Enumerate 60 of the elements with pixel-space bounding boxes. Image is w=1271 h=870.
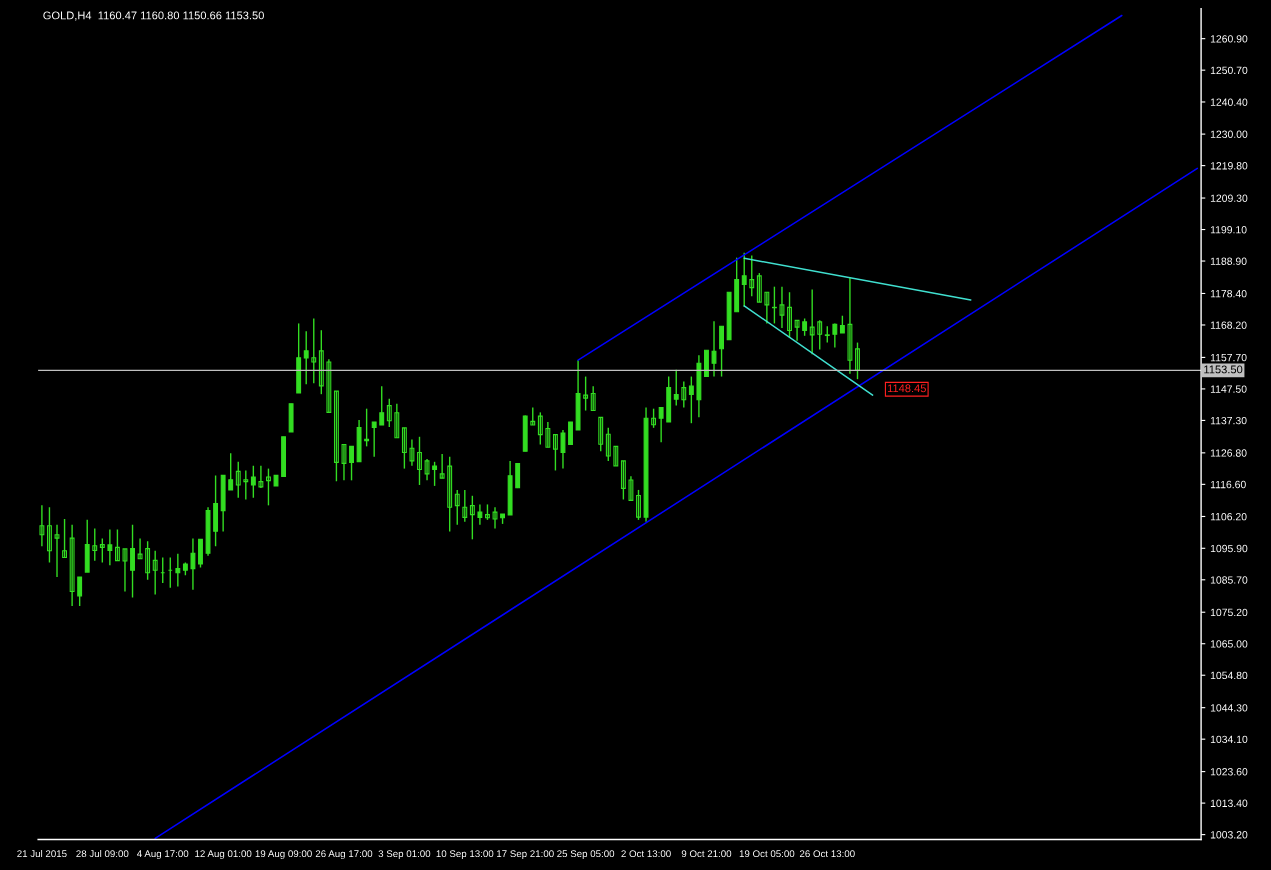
x-tick-label: 19 Aug 09:00 bbox=[255, 850, 312, 860]
y-tick-label: 1023.60 bbox=[1210, 768, 1248, 776]
y-tick-label: 1188.90 bbox=[1210, 257, 1247, 265]
candlestick bbox=[311, 317, 317, 385]
candlestick bbox=[243, 469, 249, 501]
x-tick-label: 26 Aug 17:00 bbox=[315, 850, 373, 860]
y-tick-label: 1085.70 bbox=[1210, 576, 1248, 584]
candlestick bbox=[54, 524, 60, 578]
x-tick-label: 2 Oct 13:00 bbox=[621, 850, 671, 858]
candlestick bbox=[613, 445, 619, 467]
y-tick-label: 1054.80 bbox=[1210, 671, 1248, 680]
x-tick-label: 12 Aug 01:00 bbox=[195, 850, 252, 860]
candlestick bbox=[568, 421, 573, 446]
x-tick-label: 10 Sep 13:00 bbox=[436, 850, 494, 860]
x-tick-label: 26 Oct 13:00 bbox=[799, 850, 855, 858]
candlestick bbox=[288, 403, 294, 433]
y-tick-label: 1126.80 bbox=[1210, 449, 1247, 457]
y-tick-label: 1044.30 bbox=[1210, 704, 1248, 712]
y-tick-label: 1199.10 bbox=[1210, 226, 1247, 234]
y-tick-label: 1219.80 bbox=[1210, 162, 1248, 170]
y-tick-label: 1013.40 bbox=[1210, 799, 1248, 807]
chart-title: GOLD,H4 1160.47 1160.80 1150.66 1153.50 bbox=[43, 11, 264, 21]
candlestick bbox=[583, 375, 589, 412]
candlestick bbox=[122, 548, 128, 593]
annotation: 1148.45 bbox=[887, 384, 926, 393]
y-tick-label: 1178.40 bbox=[1210, 289, 1247, 298]
candlestick bbox=[726, 291, 732, 341]
candlestick bbox=[266, 467, 271, 507]
y-tick-label: 1116.60 bbox=[1210, 480, 1246, 489]
candlestick bbox=[250, 465, 256, 499]
y-tick-label: 1003.20 bbox=[1210, 831, 1248, 839]
candlestick bbox=[228, 452, 234, 491]
y-tick-label: 1168.20 bbox=[1210, 321, 1247, 329]
y-tick-label: 1260.90 bbox=[1210, 35, 1248, 43]
y-tick-label: 1106.20 bbox=[1210, 512, 1247, 521]
x-tick-label: 28 Jul 09:00 bbox=[76, 849, 129, 858]
candlestick bbox=[303, 330, 309, 385]
x-tick-label: 17 Sep 21:00 bbox=[497, 850, 554, 860]
x-tick-label: 19 Oct 05:00 bbox=[739, 850, 795, 858]
y-tick-label: 1075.20 bbox=[1210, 608, 1248, 617]
y-tick-label: 1137.30 bbox=[1210, 416, 1247, 425]
x-tick-label: 21 Jul 2015 bbox=[17, 849, 67, 858]
y-tick-label: 1065.00 bbox=[1210, 640, 1248, 648]
y-tick-label: 1230.00 bbox=[1210, 130, 1248, 138]
y-tick-label: 1250.70 bbox=[1210, 66, 1248, 75]
candlestick bbox=[704, 349, 709, 378]
y-tick-label: 1157.70 bbox=[1210, 353, 1247, 362]
candlestick bbox=[432, 461, 438, 487]
x-tick-label: 25 Sep 05:00 bbox=[557, 850, 615, 860]
x-tick-label: 4 Aug 17:00 bbox=[137, 850, 189, 860]
y-tick-label: 1240.40 bbox=[1210, 98, 1248, 106]
y-tick-label: 1209.30 bbox=[1210, 194, 1248, 202]
x-tick-label: 3 Sep 01:00 bbox=[378, 850, 431, 860]
ref-line-label: 1153.50 bbox=[1204, 365, 1243, 374]
y-tick-label: 1034.10 bbox=[1210, 735, 1248, 744]
candlestick bbox=[273, 474, 279, 487]
x-tick-label: 9 Oct 21:00 bbox=[681, 850, 732, 858]
y-tick-label: 1147.50 bbox=[1210, 385, 1247, 393]
y-tick-label: 1095.90 bbox=[1210, 544, 1248, 553]
candlestick bbox=[281, 436, 287, 478]
